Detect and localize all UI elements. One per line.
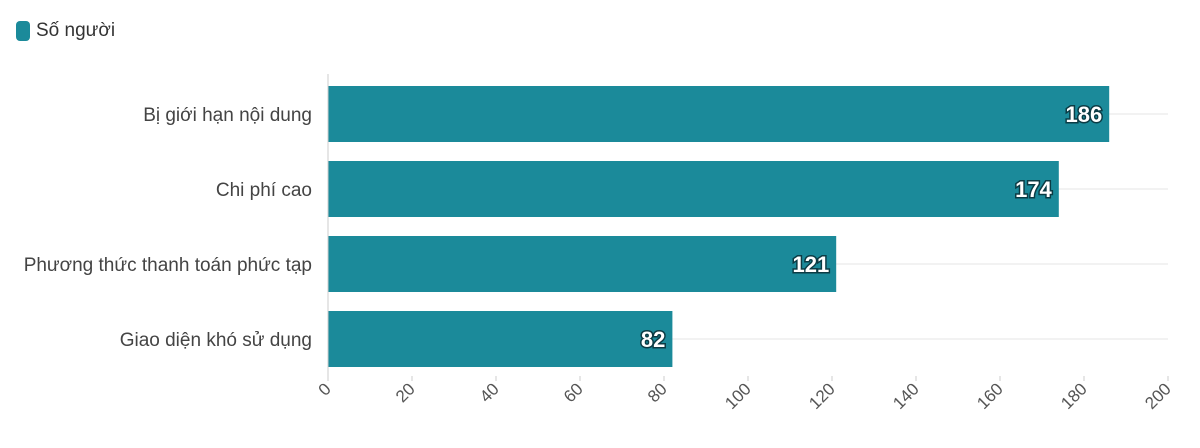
category-label: Bị giới hạn nội dung	[143, 105, 312, 126]
bar[interactable]	[328, 236, 837, 292]
bar[interactable]	[328, 161, 1059, 217]
x-tick-label: 100	[721, 379, 754, 412]
bar-value-label: 186	[1065, 102, 1102, 127]
legend: Số người	[16, 20, 115, 42]
grid-lines	[328, 113, 1168, 340]
x-tick-label: 0	[315, 379, 335, 399]
bar-value-label: 82	[641, 327, 665, 352]
category-label: Phương thức thanh toán phức tạp	[24, 255, 312, 276]
x-tick-label: 140	[889, 379, 922, 412]
legend-swatch-icon	[16, 21, 30, 41]
x-tick-label: 160	[973, 379, 1006, 412]
x-tick-label: 180	[1057, 379, 1090, 412]
bars: 186 174 121 82	[328, 86, 1110, 367]
bar[interactable]	[328, 311, 673, 367]
x-tick-label: 80	[644, 379, 671, 406]
x-tick-label: 120	[805, 379, 838, 412]
x-tick-label: 60	[560, 379, 587, 406]
bar-value-label: 121	[792, 252, 829, 277]
legend-label: Số người	[36, 20, 116, 41]
category-label: Giao diện khó sử dụng	[120, 330, 312, 351]
bar[interactable]	[328, 86, 1110, 142]
category-label: Chi phí cao	[216, 180, 312, 201]
x-tick-label: 20	[392, 379, 419, 406]
x-tick-label: 40	[476, 379, 503, 406]
bar-value-label: 174	[1015, 177, 1052, 202]
x-tick-label: 200	[1141, 379, 1174, 412]
